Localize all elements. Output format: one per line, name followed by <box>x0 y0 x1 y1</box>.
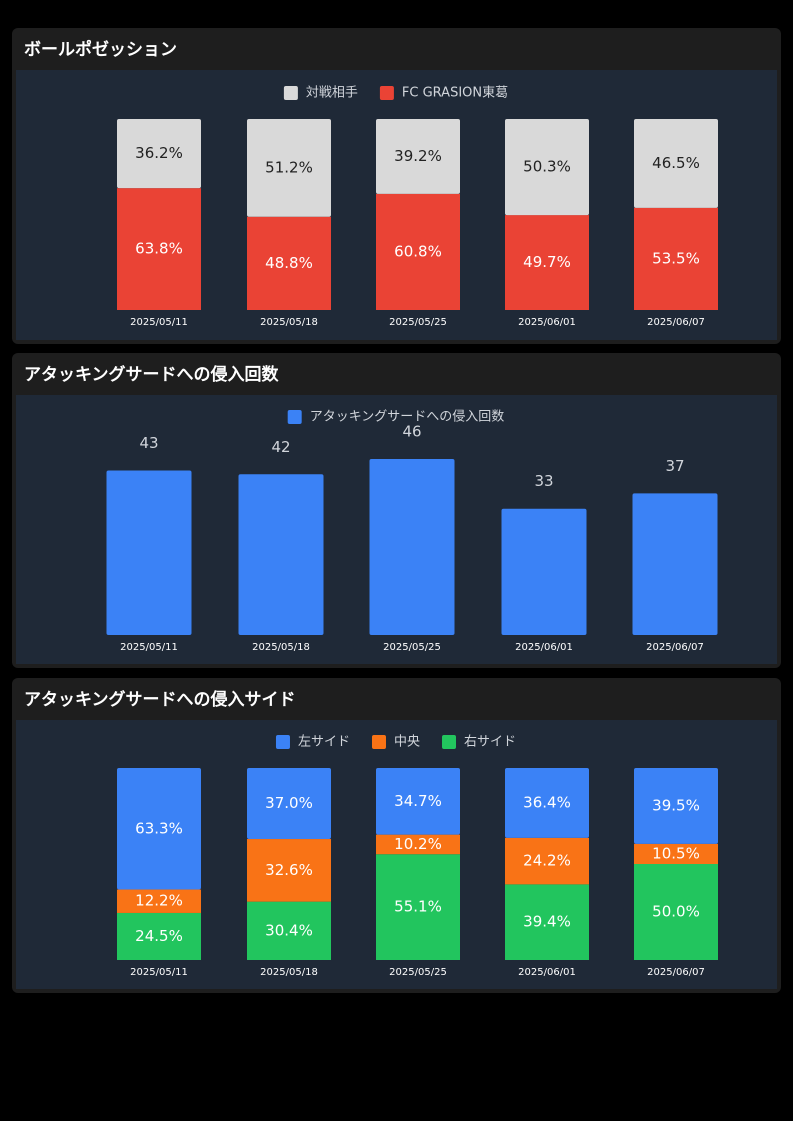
value-label: 60.8% <box>394 242 442 260</box>
value-label: 43 <box>139 434 158 452</box>
value-label: 42 <box>271 438 290 456</box>
value-label: 39.5% <box>652 796 700 814</box>
x-tick-label: 2025/06/01 <box>518 317 576 328</box>
value-label: 55.1% <box>394 898 442 916</box>
legend-swatch <box>442 735 457 749</box>
value-label: 30.4% <box>265 921 313 939</box>
value-label: 37 <box>665 457 684 475</box>
bar <box>632 493 718 635</box>
bar-segment <box>247 901 331 960</box>
value-label: 53.5% <box>652 249 700 267</box>
bar-segment <box>247 119 331 217</box>
legend-label: 中央 <box>394 735 420 750</box>
x-tick-label: 2025/06/07 <box>647 317 705 328</box>
x-tick-label: 2025/05/18 <box>260 317 318 328</box>
value-label: 39.2% <box>394 147 442 165</box>
bar-segment <box>505 215 589 310</box>
value-label: 36.2% <box>135 144 183 162</box>
panel-title: ボールポゼッション <box>24 39 177 60</box>
legend-label: 対戦相手 <box>306 86 358 101</box>
value-label: 12.2% <box>135 892 183 910</box>
bar-segment <box>376 854 460 960</box>
value-label: 49.7% <box>523 253 571 271</box>
bar-segment <box>247 768 331 840</box>
legend-swatch <box>283 86 298 100</box>
bar-segment <box>634 119 718 208</box>
value-label: 50.3% <box>523 158 571 176</box>
value-label: 24.5% <box>135 927 183 945</box>
x-tick-label: 2025/06/07 <box>646 642 704 653</box>
legend-label: FC GRASION東葛 <box>402 85 508 101</box>
bar-segment <box>117 768 201 890</box>
legend-swatch <box>275 735 290 749</box>
value-label: 32.6% <box>265 861 313 879</box>
legend-swatch <box>371 735 386 749</box>
legend-label: 左サイド <box>298 735 350 750</box>
bar-segment <box>505 837 589 885</box>
x-tick-label: 2025/05/18 <box>260 967 318 978</box>
bar-segment <box>376 119 460 194</box>
value-label: 10.2% <box>394 835 442 853</box>
legend-swatch <box>379 86 394 100</box>
x-tick-label: 2025/05/18 <box>252 642 310 653</box>
x-tick-label: 2025/05/25 <box>389 967 447 978</box>
bar-segment <box>376 834 460 855</box>
bar-segment <box>634 864 718 960</box>
bar <box>501 508 587 635</box>
value-label: 36.4% <box>523 793 571 811</box>
bar <box>106 470 192 635</box>
value-label: 46 <box>402 423 421 441</box>
x-tick-label: 2025/05/11 <box>130 317 188 328</box>
bar-segment <box>117 912 201 960</box>
bar-segment <box>634 768 718 844</box>
value-label: 33 <box>534 472 553 490</box>
x-tick-label: 2025/06/01 <box>515 642 573 653</box>
legend-label: アタッキングサードへの侵入回数 <box>310 409 505 425</box>
x-tick-label: 2025/06/07 <box>647 967 705 978</box>
x-tick-label: 2025/05/11 <box>120 642 178 653</box>
value-label: 37.0% <box>265 794 313 812</box>
x-tick-label: 2025/06/01 <box>518 967 576 978</box>
bar-segment <box>634 843 718 864</box>
bar-segment <box>117 889 201 913</box>
value-label: 39.4% <box>523 913 571 931</box>
x-tick-label: 2025/05/25 <box>383 642 441 653</box>
value-label: 48.8% <box>265 254 313 272</box>
legend-label: 右サイド <box>464 735 516 750</box>
value-label: 63.3% <box>135 819 183 837</box>
legend-swatch <box>287 410 302 424</box>
bar-segment <box>247 839 331 902</box>
panel-title: アタッキングサードへの侵入サイド <box>24 689 296 710</box>
bar-segment <box>247 216 331 310</box>
value-label: 63.8% <box>135 240 183 258</box>
bar-segment <box>505 768 589 838</box>
bar-segment <box>505 884 589 960</box>
value-label: 46.5% <box>652 154 700 172</box>
bar-segment <box>505 119 589 216</box>
x-tick-label: 2025/05/25 <box>389 317 447 328</box>
bar <box>238 474 324 635</box>
value-label: 34.7% <box>394 792 442 810</box>
value-label: 10.5% <box>652 844 700 862</box>
bar-segment <box>117 119 201 189</box>
value-label: 24.2% <box>523 852 571 870</box>
bar-segment <box>117 188 201 310</box>
bar-segment <box>634 207 718 310</box>
panel-title: アタッキングサードへの侵入回数 <box>24 364 279 385</box>
bar-segment <box>376 768 460 835</box>
x-tick-label: 2025/05/11 <box>130 967 188 978</box>
value-label: 51.2% <box>265 158 313 176</box>
value-label: 50.0% <box>652 903 700 921</box>
bar <box>369 459 455 635</box>
bar-segment <box>376 193 460 310</box>
